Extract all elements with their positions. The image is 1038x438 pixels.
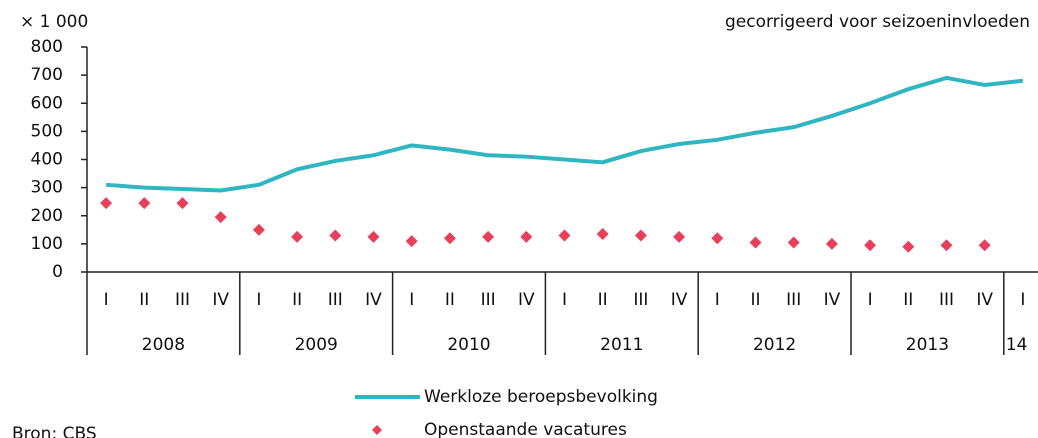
diamond-marker (864, 239, 877, 252)
year-label: 2010 (447, 335, 490, 355)
x-tick-label: II (598, 290, 608, 310)
diamond-marker (443, 232, 456, 245)
chart-subtitle: gecorrigeerd voor seizoeninvloeden (725, 12, 1030, 32)
diamond-marker (367, 230, 380, 243)
diamond-marker (252, 223, 265, 236)
x-tick-label: III (175, 290, 190, 310)
y-tick-label: 500 (31, 121, 63, 141)
x-tick-label: I (1020, 290, 1025, 310)
x-tick-label: IV (976, 290, 993, 310)
x-tick-label: III (633, 290, 648, 310)
x-tick-label: I (868, 290, 873, 310)
y-tick-label: 0 (52, 262, 63, 282)
x-tick-label: II (445, 290, 455, 310)
x-tick-label: I (562, 290, 567, 310)
unit-note: × 1 000 (20, 12, 88, 32)
y-tick-label: 100 (31, 234, 63, 254)
legend-swatch (372, 425, 382, 435)
diamond-marker (558, 229, 571, 242)
legend-label: Werkloze beroepsbevolking (424, 387, 658, 407)
series-line (105, 75, 1024, 193)
y-tick-label: 800 (31, 37, 63, 57)
x-tick-label: III (939, 290, 954, 310)
x-tick-label: I (409, 290, 414, 310)
x-tick-label: IV (671, 290, 688, 310)
diamond-marker (214, 211, 227, 224)
y-tick-label: 400 (31, 150, 63, 170)
source: Bron: CBS (12, 424, 97, 438)
y-tick-label: 700 (31, 65, 63, 85)
x-tick-label: IV (212, 290, 229, 310)
year-label: 2013 (906, 335, 949, 355)
diamond-marker (100, 197, 113, 210)
legend-label: Openstaande vacatures (424, 420, 627, 438)
diamond-marker (787, 236, 800, 249)
diamond-marker (634, 229, 647, 242)
x-tick-label: II (750, 290, 760, 310)
x-tick-label: II (903, 290, 913, 310)
diamond-marker (711, 232, 724, 245)
year-label: 14 (1006, 335, 1028, 355)
year-label: 2012 (753, 335, 796, 355)
y-tick-label: 600 (31, 93, 63, 113)
x-tick-label: IV (518, 290, 535, 310)
diamond-marker (902, 240, 915, 253)
diamond-marker (940, 239, 953, 252)
x-tick-label: II (139, 290, 149, 310)
diamond-marker (520, 230, 533, 243)
diamond-marker (596, 228, 609, 241)
x-tick-label: I (715, 290, 720, 310)
x-tick-label: III (328, 290, 343, 310)
year-label: 2009 (295, 335, 338, 355)
diamond-marker (138, 197, 151, 210)
diamond-marker (329, 229, 342, 242)
x-tick-label: IV (824, 290, 841, 310)
diamond-marker (482, 230, 495, 243)
diamond-marker (291, 230, 304, 243)
diamond-marker (176, 197, 189, 210)
y-tick-label: 200 (31, 206, 63, 226)
x-tick-label: II (292, 290, 302, 310)
diamond-marker (825, 237, 838, 250)
diamond-marker (673, 230, 686, 243)
diamond-marker (749, 236, 762, 249)
x-tick-label: IV (365, 290, 382, 310)
diamond-marker (978, 239, 991, 252)
x-tick-label: I (104, 290, 109, 310)
x-tick-label: I (256, 290, 261, 310)
y-tick-label: 300 (31, 178, 63, 198)
diamond-marker (405, 235, 418, 248)
year-label: 2008 (142, 335, 185, 355)
year-label: 2011 (600, 335, 643, 355)
x-tick-label: III (481, 290, 496, 310)
x-tick-label: III (786, 290, 801, 310)
